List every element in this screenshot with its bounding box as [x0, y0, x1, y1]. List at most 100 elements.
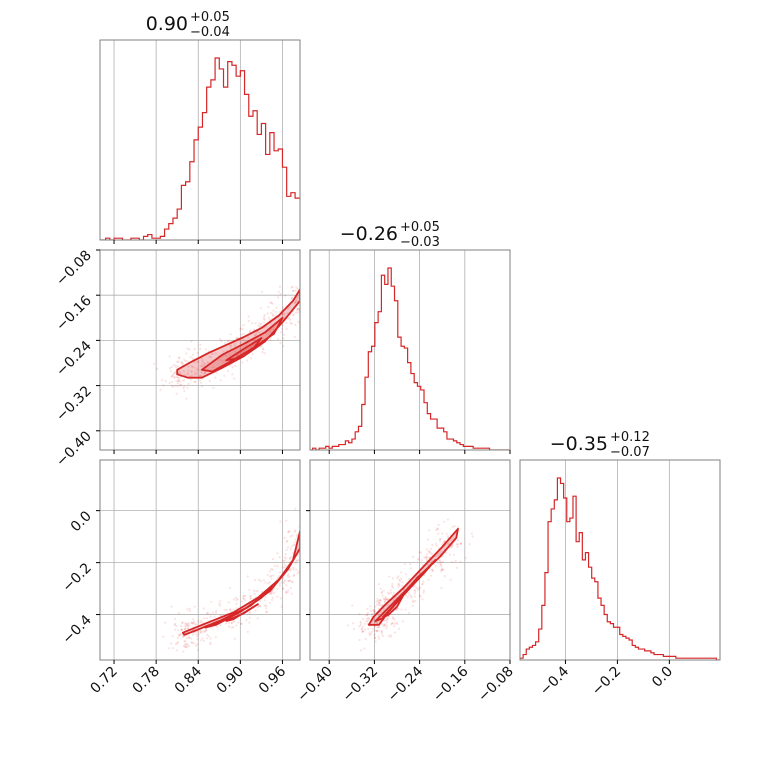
sample-point [378, 601, 381, 605]
title-median: 0.90 [146, 13, 188, 35]
sample-point [394, 596, 397, 599]
sample-point [285, 564, 288, 567]
sample-point [199, 639, 203, 642]
sample-point [211, 353, 214, 356]
sample-point [199, 381, 202, 384]
sample-point [418, 551, 421, 554]
sample-point [261, 351, 264, 354]
sample-point [303, 538, 305, 540]
sample-point [377, 607, 380, 611]
x-tick-label: −0.24 [385, 663, 427, 705]
sample-point [178, 378, 181, 382]
sample-point [369, 605, 372, 608]
sample-point [366, 607, 369, 610]
sample-point [411, 599, 415, 603]
sample-point [302, 572, 304, 574]
sample-point [285, 557, 288, 560]
sample-point [297, 320, 300, 323]
sample-point [203, 631, 206, 634]
sample-point [360, 627, 363, 630]
sample-point [302, 302, 304, 304]
sample-point [242, 333, 245, 336]
sample-point [223, 359, 226, 362]
sample-point [286, 546, 290, 549]
sample-point [239, 328, 242, 331]
sample-point [378, 599, 382, 602]
sample-point [186, 644, 189, 647]
sample-point [258, 605, 262, 608]
sample-point [362, 630, 365, 633]
sample-point [304, 302, 306, 304]
sample-point [202, 617, 206, 620]
sample-point [185, 637, 188, 640]
sample-point [442, 541, 445, 544]
sample-point [292, 568, 295, 571]
sample-point [292, 566, 295, 569]
sample-point [279, 293, 282, 296]
sample-point [225, 355, 228, 358]
sample-point [235, 599, 238, 602]
sample-point [278, 582, 282, 585]
sample-point [202, 362, 205, 365]
sample-point [376, 629, 379, 632]
sample-point [205, 612, 209, 615]
sample-point [392, 598, 395, 602]
sample-point [196, 638, 199, 641]
sample-point [253, 334, 256, 337]
sample-point [193, 348, 196, 351]
sample-point [455, 543, 459, 546]
sample-point [430, 552, 433, 555]
sample-point [428, 551, 431, 554]
sample-point [428, 556, 431, 559]
sample-point [190, 621, 193, 624]
sample-point [286, 307, 290, 310]
sample-point [379, 599, 382, 602]
sample-point [174, 622, 177, 626]
sample-point [419, 586, 422, 589]
sample-point [181, 621, 184, 624]
sample-point [191, 374, 194, 377]
sample-point [268, 316, 271, 319]
sample-point [366, 612, 369, 615]
sample-point [259, 324, 262, 328]
sample-point [439, 563, 442, 567]
sample-point [193, 605, 196, 608]
sample-point [303, 303, 305, 305]
sample-point [302, 296, 304, 298]
sample-point [178, 356, 181, 360]
sample-point [230, 610, 233, 613]
panel-frame [519, 459, 721, 661]
sample-point [162, 384, 165, 387]
sample-point [364, 628, 367, 631]
sample-point [287, 530, 290, 533]
sample-point [387, 634, 390, 637]
sample-point [368, 632, 371, 635]
sample-point [262, 317, 265, 320]
sample-point [253, 593, 256, 596]
sample-point [249, 329, 252, 332]
sample-point [209, 355, 212, 359]
sample-point [183, 379, 186, 382]
sample-point [421, 582, 424, 585]
panel-background [100, 250, 300, 450]
sample-point [190, 637, 193, 640]
sample-point [306, 550, 308, 552]
y-tick-label: −0.08 [53, 248, 95, 290]
sample-point [397, 582, 400, 585]
sample-point [385, 627, 388, 630]
sample-point [306, 301, 308, 303]
sample-point [269, 570, 272, 573]
sample-point [385, 598, 388, 602]
sample-point [286, 311, 289, 315]
sample-point [291, 314, 294, 317]
sample-point [371, 613, 374, 616]
sample-point [259, 600, 262, 603]
sample-point [387, 617, 390, 620]
sample-point [373, 610, 376, 613]
sample-point [358, 625, 361, 628]
sample-point [219, 338, 222, 341]
sample-point [212, 611, 215, 614]
sample-point [236, 354, 239, 357]
sample-point [190, 369, 193, 372]
sample-point [391, 585, 394, 588]
